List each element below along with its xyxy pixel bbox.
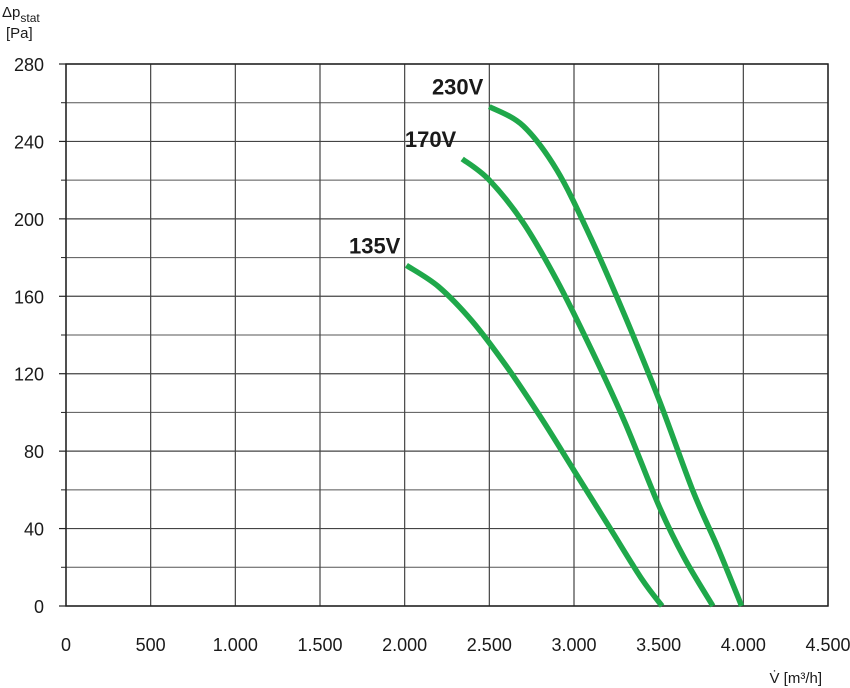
x-tick-label: 2.500 <box>467 635 512 655</box>
series-label-230v: 230V <box>432 75 484 100</box>
grid-minor <box>61 102 828 568</box>
y-tick-label: 40 <box>24 520 44 540</box>
x-tick-label: 3.000 <box>551 635 596 655</box>
y-tick-labels: 0 40 80 120 160 200 240 280 <box>14 55 44 617</box>
x-tick-label: 1.000 <box>213 635 258 655</box>
x-tick-label: 0 <box>61 635 71 655</box>
y-tick-label: 120 <box>14 365 44 385</box>
y-tick-label: 280 <box>14 55 44 75</box>
y-tick-label: 240 <box>14 132 44 152</box>
x-tick-label: 500 <box>136 635 166 655</box>
x-tick-label: 1.500 <box>297 635 342 655</box>
y-axis-label-main: Δp <box>2 4 20 21</box>
y-tick-label: 0 <box>34 597 44 617</box>
y-tick-label: 160 <box>14 287 44 307</box>
y-axis-label-sub: stat <box>20 11 40 25</box>
x-tick-label: 4.000 <box>721 635 766 655</box>
curves: 230V 170V 135V <box>349 75 745 608</box>
x-tick-label: 2.000 <box>382 635 427 655</box>
x-axis-label: V̇ [m³/h] <box>769 670 822 687</box>
y-tick-label: 200 <box>14 210 44 230</box>
series-line-230v <box>487 104 745 608</box>
series-line-135v <box>404 262 665 608</box>
series-label-170v: 170V <box>405 127 457 152</box>
series-label-135v: 135V <box>349 233 401 258</box>
y-axis-unit: [Pa] <box>6 25 33 42</box>
y-tick-label: 80 <box>24 442 44 462</box>
plot-frame <box>65 63 829 607</box>
x-tick-labels: 0 500 1.000 1.500 2.000 2.500 3.000 3.500 4.000 4… <box>61 635 850 655</box>
series-line-170v <box>460 156 716 608</box>
x-tick-label: 3.500 <box>636 635 681 655</box>
y-axis-label: Δpstat <box>2 4 40 25</box>
x-tick-label: 4.500 <box>805 635 850 655</box>
